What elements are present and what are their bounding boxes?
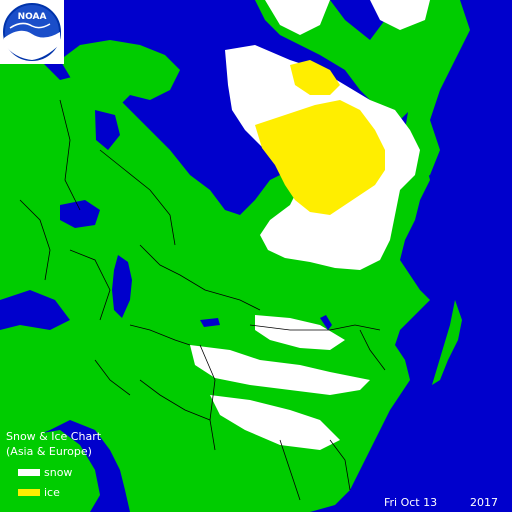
logo-label: NOAA (17, 12, 47, 22)
arctic-sea-ice (255, 100, 385, 215)
noaa-logo-icon (3, 3, 61, 61)
snow-patch-ne (370, 0, 430, 30)
ice-strip-north (290, 60, 340, 95)
legend-title-line2: (Asia & Europe) (6, 445, 92, 458)
legend-ice-swatch (18, 489, 40, 496)
noaa-logo: NOAA (0, 0, 64, 64)
snow-patch-3 (210, 395, 340, 450)
legend-snow-label: snow (44, 466, 73, 479)
snow-patch-north (265, 0, 330, 35)
lake-baikal (320, 315, 332, 330)
country-borders (19, 99, 386, 501)
lake-balkhash (200, 318, 220, 327)
snow-patch-2 (190, 345, 370, 395)
japan-landmass (432, 300, 462, 385)
caspian-sea (112, 255, 132, 318)
date-year: 2017 (470, 496, 498, 509)
far-east-landmass (400, 0, 470, 180)
baltic-sea (95, 110, 120, 150)
scandinavia-landmass (60, 40, 180, 115)
legend-ice-label: ice (44, 486, 60, 499)
legend-title-line1: Snow & Ice Chart (6, 430, 102, 443)
snow-patch-1 (255, 315, 345, 350)
black-sea (60, 200, 100, 228)
mediterranean-sea (0, 290, 70, 330)
legend-snow-swatch (18, 469, 40, 476)
date-day-month: Fri Oct 13 (384, 496, 438, 509)
